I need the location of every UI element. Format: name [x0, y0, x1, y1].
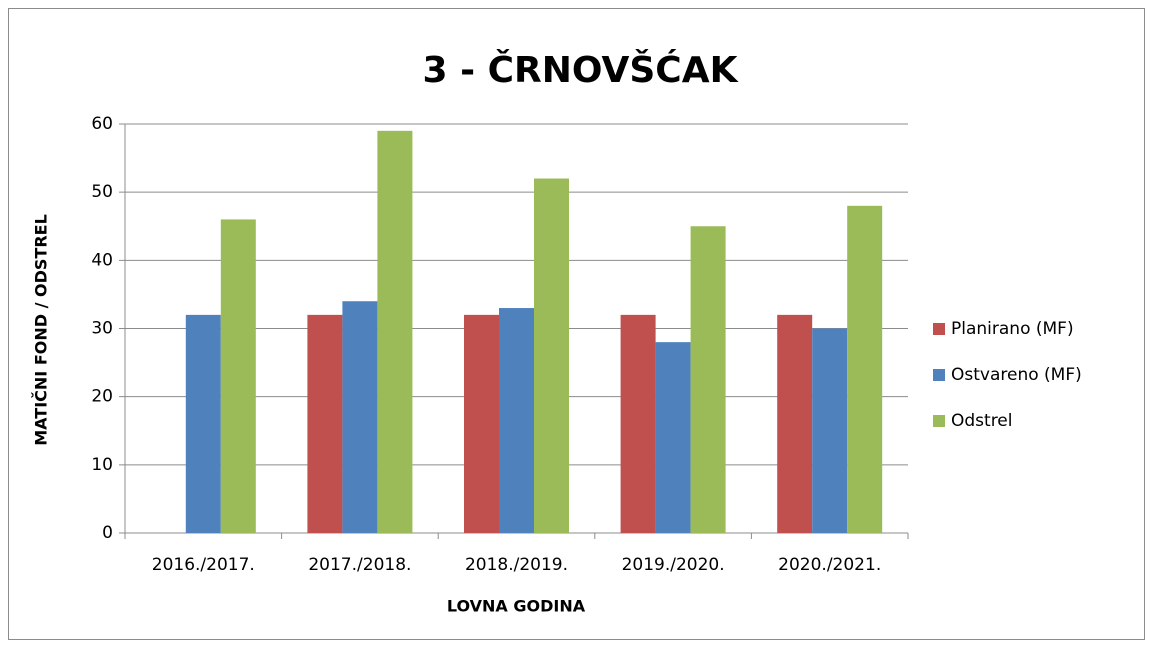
- legend-label: Ostvareno (MF): [951, 365, 1082, 385]
- y-axis-label: MATIČNI FOND / ODSTREL: [32, 214, 51, 446]
- y-tick-label: 40: [91, 250, 113, 270]
- bar: [847, 205, 883, 534]
- x-tick-label: 2016./2017.: [152, 555, 255, 575]
- x-tick-label: 2020./2021.: [778, 555, 881, 575]
- bar: [655, 342, 691, 533]
- legend-label: Planirano (MF): [951, 319, 1074, 339]
- bar: [534, 178, 569, 534]
- bar: [777, 314, 813, 533]
- bar: [342, 301, 378, 533]
- legend-swatch: [933, 323, 945, 335]
- bar: [185, 314, 221, 533]
- bar: [220, 219, 256, 533]
- chart-title: 3 - ČRNOVŠĆAK: [423, 49, 739, 91]
- bar: [690, 226, 726, 533]
- y-tick-label: 30: [91, 319, 113, 339]
- x-tick-label: 2019./2020.: [622, 555, 725, 575]
- bar: [812, 328, 848, 533]
- x-tick-label: 2017./2018.: [308, 555, 411, 575]
- bar: [464, 314, 499, 533]
- y-tick-label: 50: [91, 182, 113, 202]
- x-axis-label: LOVNA GODINA: [447, 597, 586, 616]
- y-tick-label: 60: [91, 114, 113, 134]
- bar: [377, 130, 413, 534]
- bar: [620, 314, 656, 533]
- y-tick-label: 20: [91, 387, 113, 407]
- y-tick-label: 10: [91, 455, 113, 475]
- legend-label: Odstrel: [951, 411, 1013, 431]
- bar: [499, 308, 534, 533]
- x-tick-label: 2018./2019.: [465, 555, 568, 575]
- legend-swatch: [933, 415, 945, 427]
- legend-swatch: [933, 369, 945, 381]
- bar: [307, 314, 343, 533]
- y-tick-label: 0: [102, 523, 113, 543]
